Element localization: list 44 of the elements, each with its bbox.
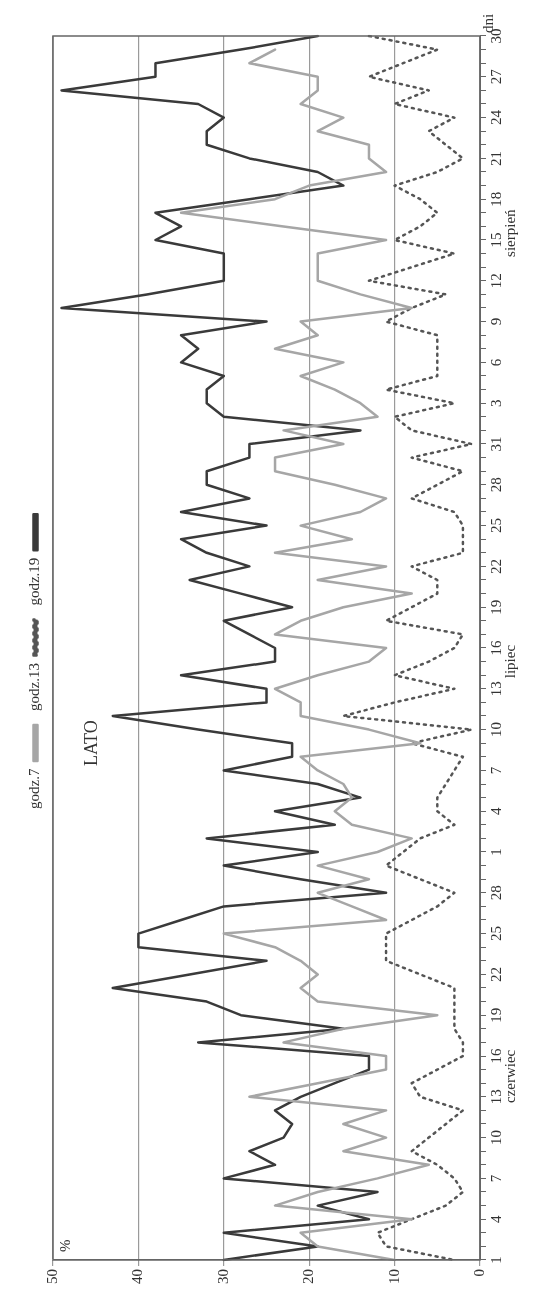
y-tick-label: 24 bbox=[487, 109, 504, 126]
y-tick-label: 1 bbox=[487, 1256, 504, 1264]
x-tick-label: 20 bbox=[300, 1269, 317, 1284]
y-tick-label: 25 bbox=[487, 518, 504, 534]
y-tick-label: 28 bbox=[487, 477, 504, 493]
x-tick-label: 50 bbox=[43, 1269, 60, 1284]
y-tick-label: 7 bbox=[487, 1174, 504, 1183]
text: lipiec bbox=[502, 644, 519, 679]
text: czerwiec bbox=[502, 1049, 519, 1104]
x-tick-label: 10 bbox=[385, 1269, 402, 1284]
y-tick-label: 10 bbox=[487, 722, 504, 738]
x-tick-label: 30 bbox=[214, 1269, 231, 1284]
y-tick-label: 4 bbox=[487, 806, 504, 815]
y-tick-label: 27 bbox=[487, 68, 504, 85]
y-tick-label: 6 bbox=[487, 358, 504, 367]
y-tick-label: 10 bbox=[487, 1130, 504, 1146]
legend-label: godz.13 bbox=[26, 663, 43, 711]
y-tick-label: 31 bbox=[487, 436, 504, 452]
x-tick-label: 40 bbox=[129, 1269, 146, 1284]
y-tick-label: 22 bbox=[487, 966, 504, 982]
y-tick-label: 15 bbox=[487, 232, 504, 248]
y-tick-label: 9 bbox=[487, 317, 504, 326]
y-tick-label: 1 bbox=[487, 848, 504, 856]
y-tick-label: 22 bbox=[487, 558, 504, 574]
legend-label: godz.7 bbox=[26, 767, 43, 809]
y-tick-label: 19 bbox=[487, 599, 504, 615]
y-tick-label: 3 bbox=[487, 399, 504, 407]
y-tick-label: 28 bbox=[487, 885, 504, 901]
y-tick-label: 7 bbox=[487, 766, 504, 775]
y-tick-label: 21 bbox=[487, 150, 504, 166]
y-tick-label: 16 bbox=[487, 640, 504, 656]
x-tick-label: 0 bbox=[470, 1269, 487, 1277]
legend-label: godz.19 bbox=[26, 557, 43, 606]
y-tick-label: 12 bbox=[487, 273, 504, 289]
y-tick-label: 13 bbox=[487, 681, 504, 697]
text: sierpień bbox=[502, 208, 519, 257]
y-tick-label: 18 bbox=[487, 191, 504, 207]
text: LATO bbox=[80, 720, 101, 767]
y-tick-label: 25 bbox=[487, 926, 504, 942]
y-tick-label: 19 bbox=[487, 1007, 504, 1023]
y-tick-label: 16 bbox=[487, 1048, 504, 1064]
y-tick-label: 13 bbox=[487, 1089, 504, 1105]
y-tick-label: 4 bbox=[487, 1214, 504, 1223]
annotation: % bbox=[57, 1239, 74, 1252]
